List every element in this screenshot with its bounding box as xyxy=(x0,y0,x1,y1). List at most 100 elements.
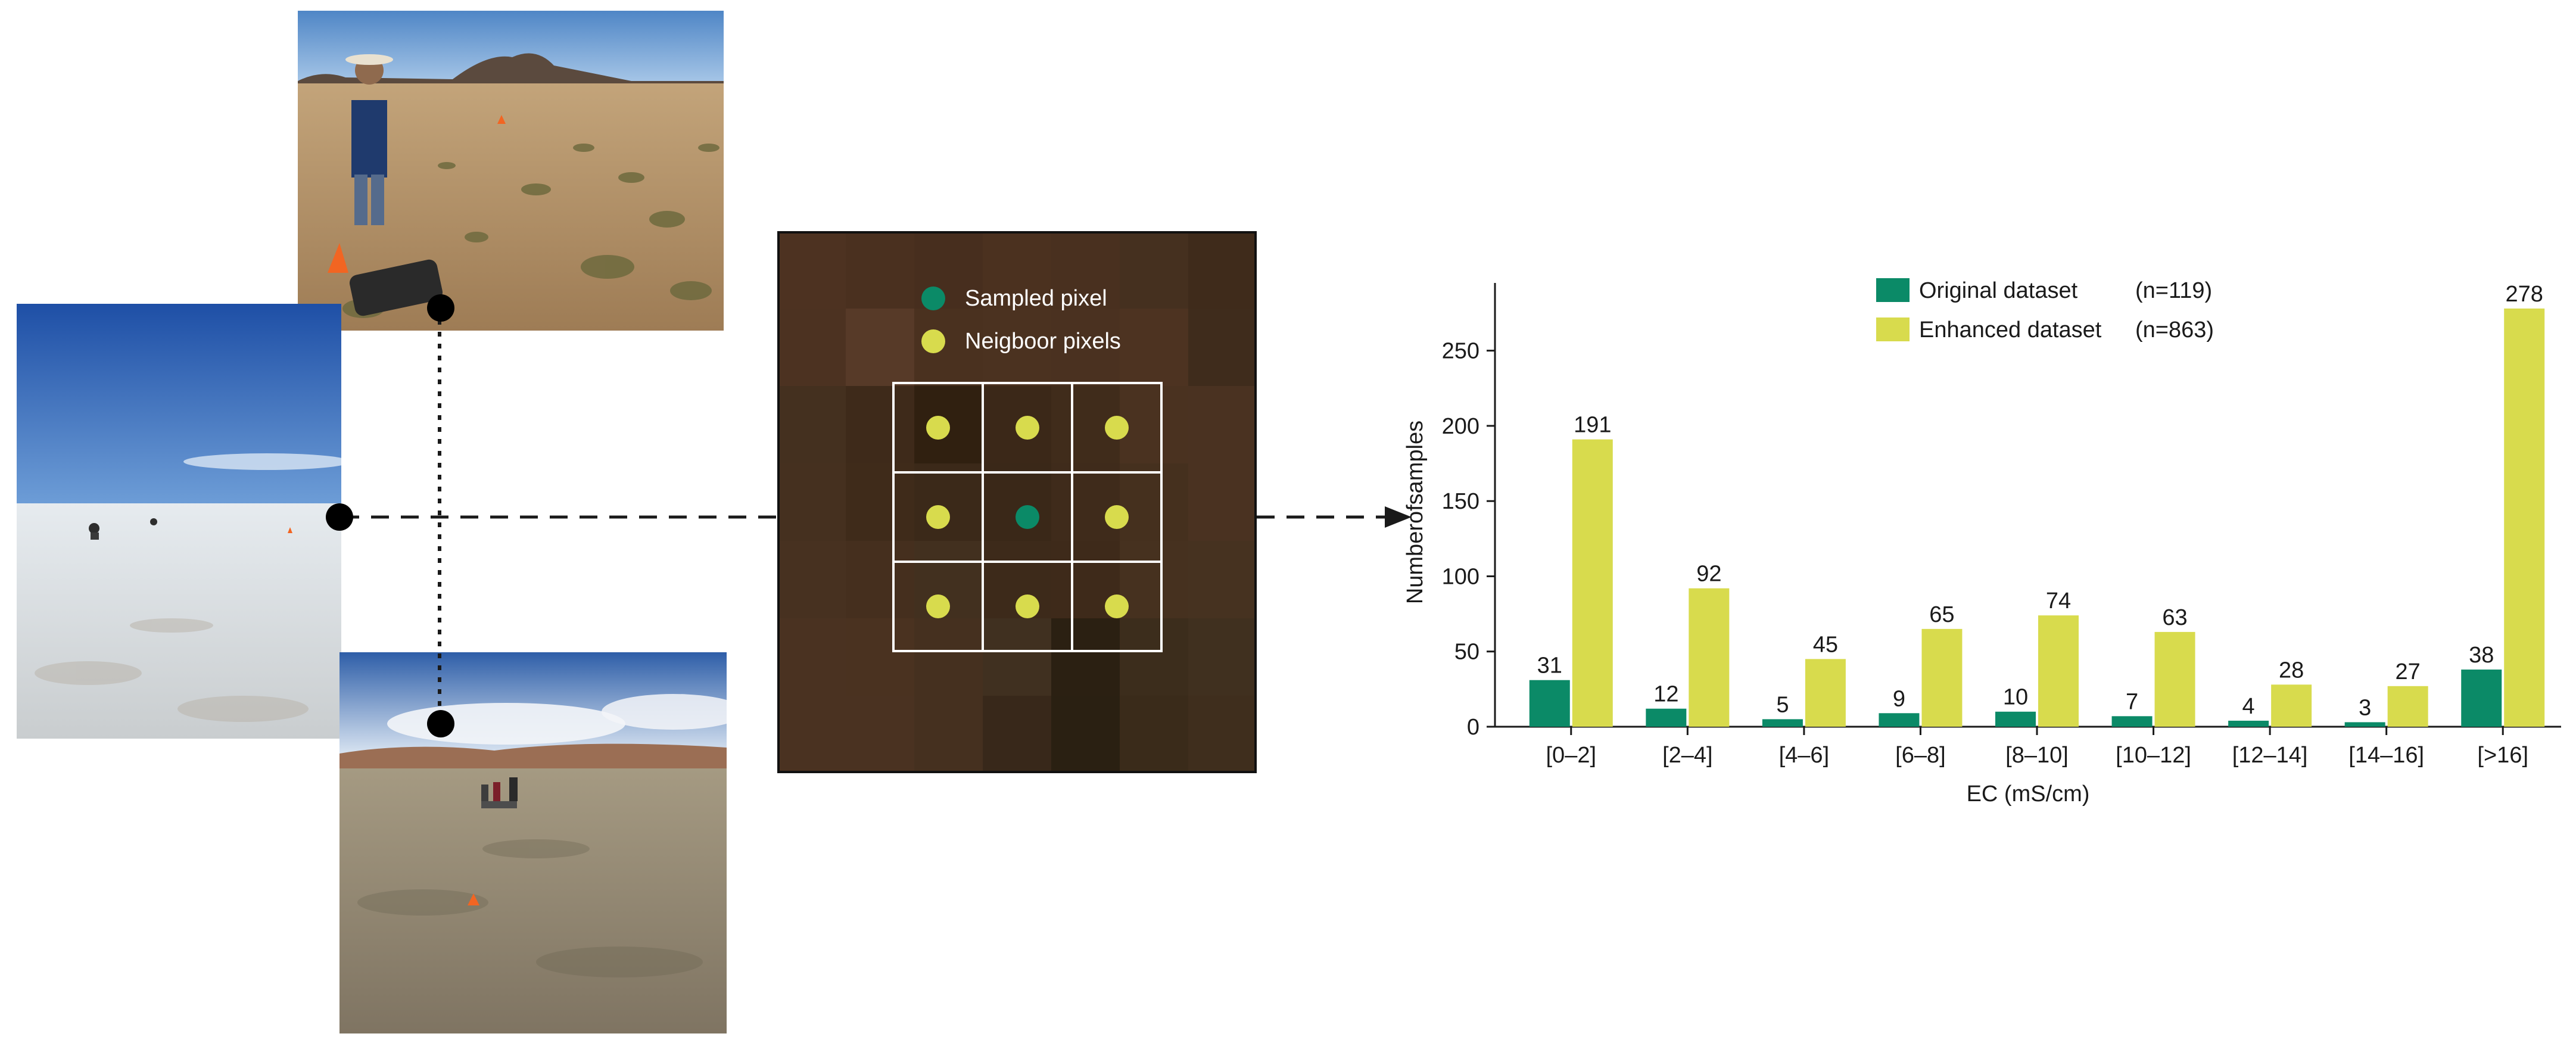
sampled-pixel-legend-icon xyxy=(921,287,945,310)
raster-cell xyxy=(846,386,915,464)
bar-enhanced xyxy=(2387,686,2428,727)
y-tick-label: 100 xyxy=(1442,564,1479,589)
bar-value-label-original: 5 xyxy=(1776,692,1789,717)
raster-cell xyxy=(914,463,983,541)
bar-value-label-enhanced: 27 xyxy=(2396,659,2421,684)
neighbor-pixel-dot xyxy=(926,505,950,529)
bar-original xyxy=(2344,722,2385,727)
raster-cell xyxy=(1120,541,1189,619)
raster-cell xyxy=(777,463,846,541)
bar-enhanced xyxy=(2154,631,2195,727)
neighbor-pixel-dot xyxy=(926,416,950,440)
bar-enhanced xyxy=(2038,615,2079,727)
bar-original xyxy=(1995,711,2036,727)
neighbor-pixel-dot xyxy=(1016,416,1039,440)
x-tick-label: [8–10] xyxy=(2005,743,2069,768)
raster-cell xyxy=(1051,309,1120,387)
neighbor-pixel-dot xyxy=(1105,594,1129,618)
bar-enhanced xyxy=(1921,628,1963,727)
raster-cell xyxy=(983,618,1052,696)
bar-original xyxy=(1879,713,1920,727)
chart-legend: Original dataset (n=119) Enhanced datase… xyxy=(1876,278,2214,343)
field-photo-grassland xyxy=(339,652,727,1033)
sampling-grid-border xyxy=(892,382,1163,652)
chart-y-axis-title: Numberofsamples xyxy=(1403,421,1428,604)
raster-cell xyxy=(1120,386,1189,464)
raster-cell xyxy=(846,696,915,773)
legend-swatch-enhanced xyxy=(1876,317,1910,341)
bar-value-label-original: 7 xyxy=(2126,689,2138,714)
neighbor-pixel-dot xyxy=(1105,416,1129,440)
neighbor-pixel-dot xyxy=(926,594,950,618)
bar-value-label-original: 10 xyxy=(2003,685,2028,710)
y-tick-label: 50 xyxy=(1454,640,1479,665)
chart-x-axis-title: EC (mS/cm) xyxy=(1967,782,2090,807)
raster-cell xyxy=(777,386,846,464)
raster-cell xyxy=(1188,386,1257,464)
field-photo-salt-flat xyxy=(17,304,341,739)
raster-cell xyxy=(846,618,915,696)
raster-cell xyxy=(846,309,915,387)
sampling-grid xyxy=(892,382,1163,652)
raster-cell xyxy=(777,309,846,387)
bar-enhanced xyxy=(1805,659,1846,727)
raster-cell xyxy=(914,618,983,696)
bar-value-label-enhanced: 65 xyxy=(1929,602,1954,627)
bar-original xyxy=(2461,670,2502,727)
raster-cell xyxy=(1051,231,1120,309)
raster-cell xyxy=(777,231,846,309)
chart-value-labels: 31 191 12 92 5 45 9 65 10 74 7 63 4 28 3 27 38 278 xyxy=(1537,282,2543,720)
legend-label-original: Original dataset xyxy=(1919,278,2078,303)
raster-cell xyxy=(1120,463,1189,541)
bar-value-label-original: 9 xyxy=(1893,686,1905,711)
bar-value-label-enhanced: 92 xyxy=(1696,562,1721,587)
bar-value-label-enhanced: 74 xyxy=(2046,589,2071,614)
x-tick-label: [2–4] xyxy=(1662,743,1713,768)
x-tick-label: [12–14] xyxy=(2232,743,2308,768)
bar-enhanced xyxy=(2271,684,2312,727)
bar-value-label-enhanced: 278 xyxy=(2506,282,2543,307)
raster-cell xyxy=(1120,696,1189,773)
raster-cell xyxy=(1051,696,1120,773)
bar-value-label-enhanced: 28 xyxy=(2279,658,2304,683)
x-tick-label: [4–6] xyxy=(1779,743,1830,768)
neighbor-pixels-legend-label: Neigboor pixels xyxy=(965,329,1121,354)
raster-cell xyxy=(846,541,915,619)
chart-bars xyxy=(1529,308,2545,727)
raster-cell xyxy=(1188,231,1257,309)
legend-n-enhanced: (n=863) xyxy=(2135,317,2214,343)
neighbor-pixel-dot xyxy=(1016,594,1039,618)
field-photo-desert xyxy=(298,11,724,331)
raster-cell xyxy=(983,309,1052,387)
raster-cell xyxy=(777,541,846,619)
bar-value-label-enhanced: 191 xyxy=(1574,413,1611,438)
raster-cell xyxy=(1188,463,1257,541)
raster-cell xyxy=(1188,309,1257,387)
bar-value-label-enhanced: 45 xyxy=(1813,632,1838,657)
legend-swatch-original xyxy=(1876,278,1910,302)
raster-cell xyxy=(777,618,846,696)
raster-cell xyxy=(1188,541,1257,619)
y-tick-label: 0 xyxy=(1467,715,1479,740)
x-tick-label: [6–8] xyxy=(1895,743,1946,768)
y-tick-label: 150 xyxy=(1442,489,1479,514)
sampled-pixel-dot xyxy=(1016,505,1039,529)
pixel-sampling-panel: Sampled pixel Neigboor pixels xyxy=(777,231,1257,773)
raster-cell xyxy=(983,231,1052,309)
bar-enhanced xyxy=(2504,308,2545,727)
bar-value-label-original: 38 xyxy=(2469,643,2494,668)
bar-original xyxy=(2228,720,2269,727)
bar-value-label-original: 4 xyxy=(2242,694,2255,719)
x-tick-label: [14–16] xyxy=(2348,743,2424,768)
bar-original xyxy=(2111,716,2153,727)
x-tick-label: [>16] xyxy=(2477,743,2528,768)
bar-value-label-original: 12 xyxy=(1653,682,1678,707)
chart-x-tick-labels: [0–2] [2–4] [4–6] [6–8] [8–10] [10–12] [12–14]… xyxy=(1546,743,2528,768)
y-tick-label: 250 xyxy=(1442,339,1479,364)
raster-cell xyxy=(846,463,915,541)
raster-cell xyxy=(1188,618,1257,696)
raster-cell xyxy=(1120,309,1189,387)
raster-cell xyxy=(1120,231,1189,309)
bar-enhanced xyxy=(1572,439,1613,727)
raster-cell xyxy=(914,696,983,773)
